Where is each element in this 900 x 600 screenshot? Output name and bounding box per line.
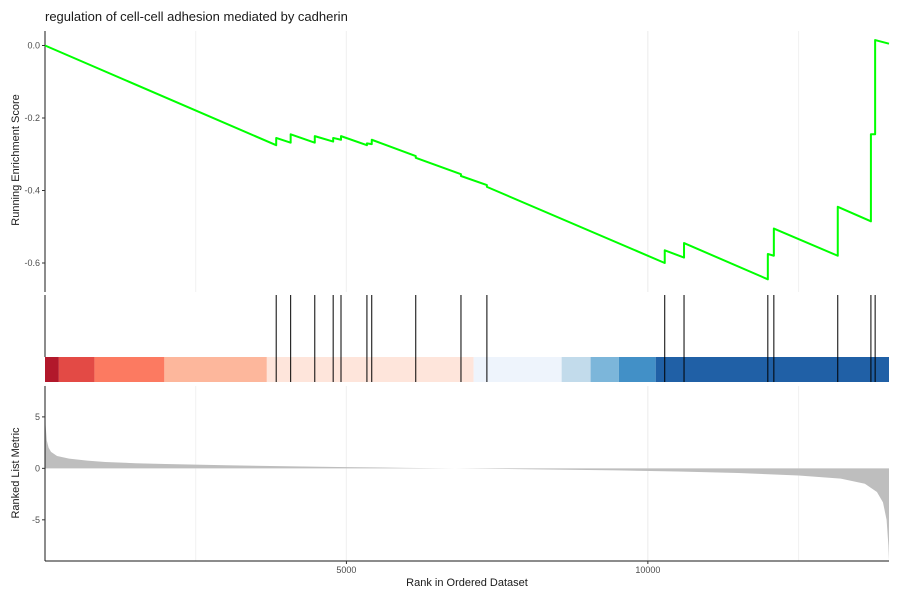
gene-hit-marks (44, 295, 876, 382)
es-gridlines (195, 31, 800, 292)
color-bar-segment-7 (590, 357, 619, 382)
es-y-axis: 0.0 -0.2 -0.4 -0.6 (24, 31, 46, 292)
rank-color-bar (45, 357, 889, 382)
x-axis: 5000 10000 (45, 560, 889, 575)
color-bar-segment-8 (618, 357, 656, 382)
es-y-tick-label-1: -0.2 (24, 113, 40, 123)
x-tick-label-0: 5000 (336, 565, 356, 575)
color-bar-segment-6 (561, 357, 591, 382)
es-y-tick-label-0: 0.0 (27, 41, 40, 51)
es-y-axis-label: Running Enrichment Score (10, 94, 22, 225)
es-line (44, 39, 890, 281)
running-enrichment-score-line (44, 39, 890, 281)
es-y-tick-label-3: -0.6 (24, 258, 40, 268)
metric-area (45, 380, 889, 561)
metric-y-tick-label-0: 5 (35, 412, 40, 422)
x-tick-label-1: 10000 (635, 565, 660, 575)
metric-y-axis: 5 0 -5 (32, 386, 46, 561)
color-bar-segment-2 (94, 357, 165, 382)
metric-gridlines (195, 386, 800, 561)
ranked-metric-area (45, 380, 889, 561)
color-bar-segment-5 (473, 357, 562, 382)
es-y-tick-label-2: -0.4 (24, 186, 40, 196)
color-bar-segment-1 (58, 357, 95, 382)
chart-title: regulation of cell-cell adhesion mediate… (45, 9, 348, 24)
metric-y-tick-label-1: 0 (35, 463, 40, 473)
metric-y-tick-label-2: -5 (32, 515, 40, 525)
color-bar-segment-3 (164, 357, 267, 382)
x-axis-label: Rank in Ordered Dataset (406, 577, 528, 589)
color-bar-segment-4 (266, 357, 474, 382)
color-bar-segment-9 (655, 357, 889, 382)
color-bar-segment-0 (45, 357, 59, 382)
metric-y-axis-label: Ranked List Metric (10, 427, 22, 519)
